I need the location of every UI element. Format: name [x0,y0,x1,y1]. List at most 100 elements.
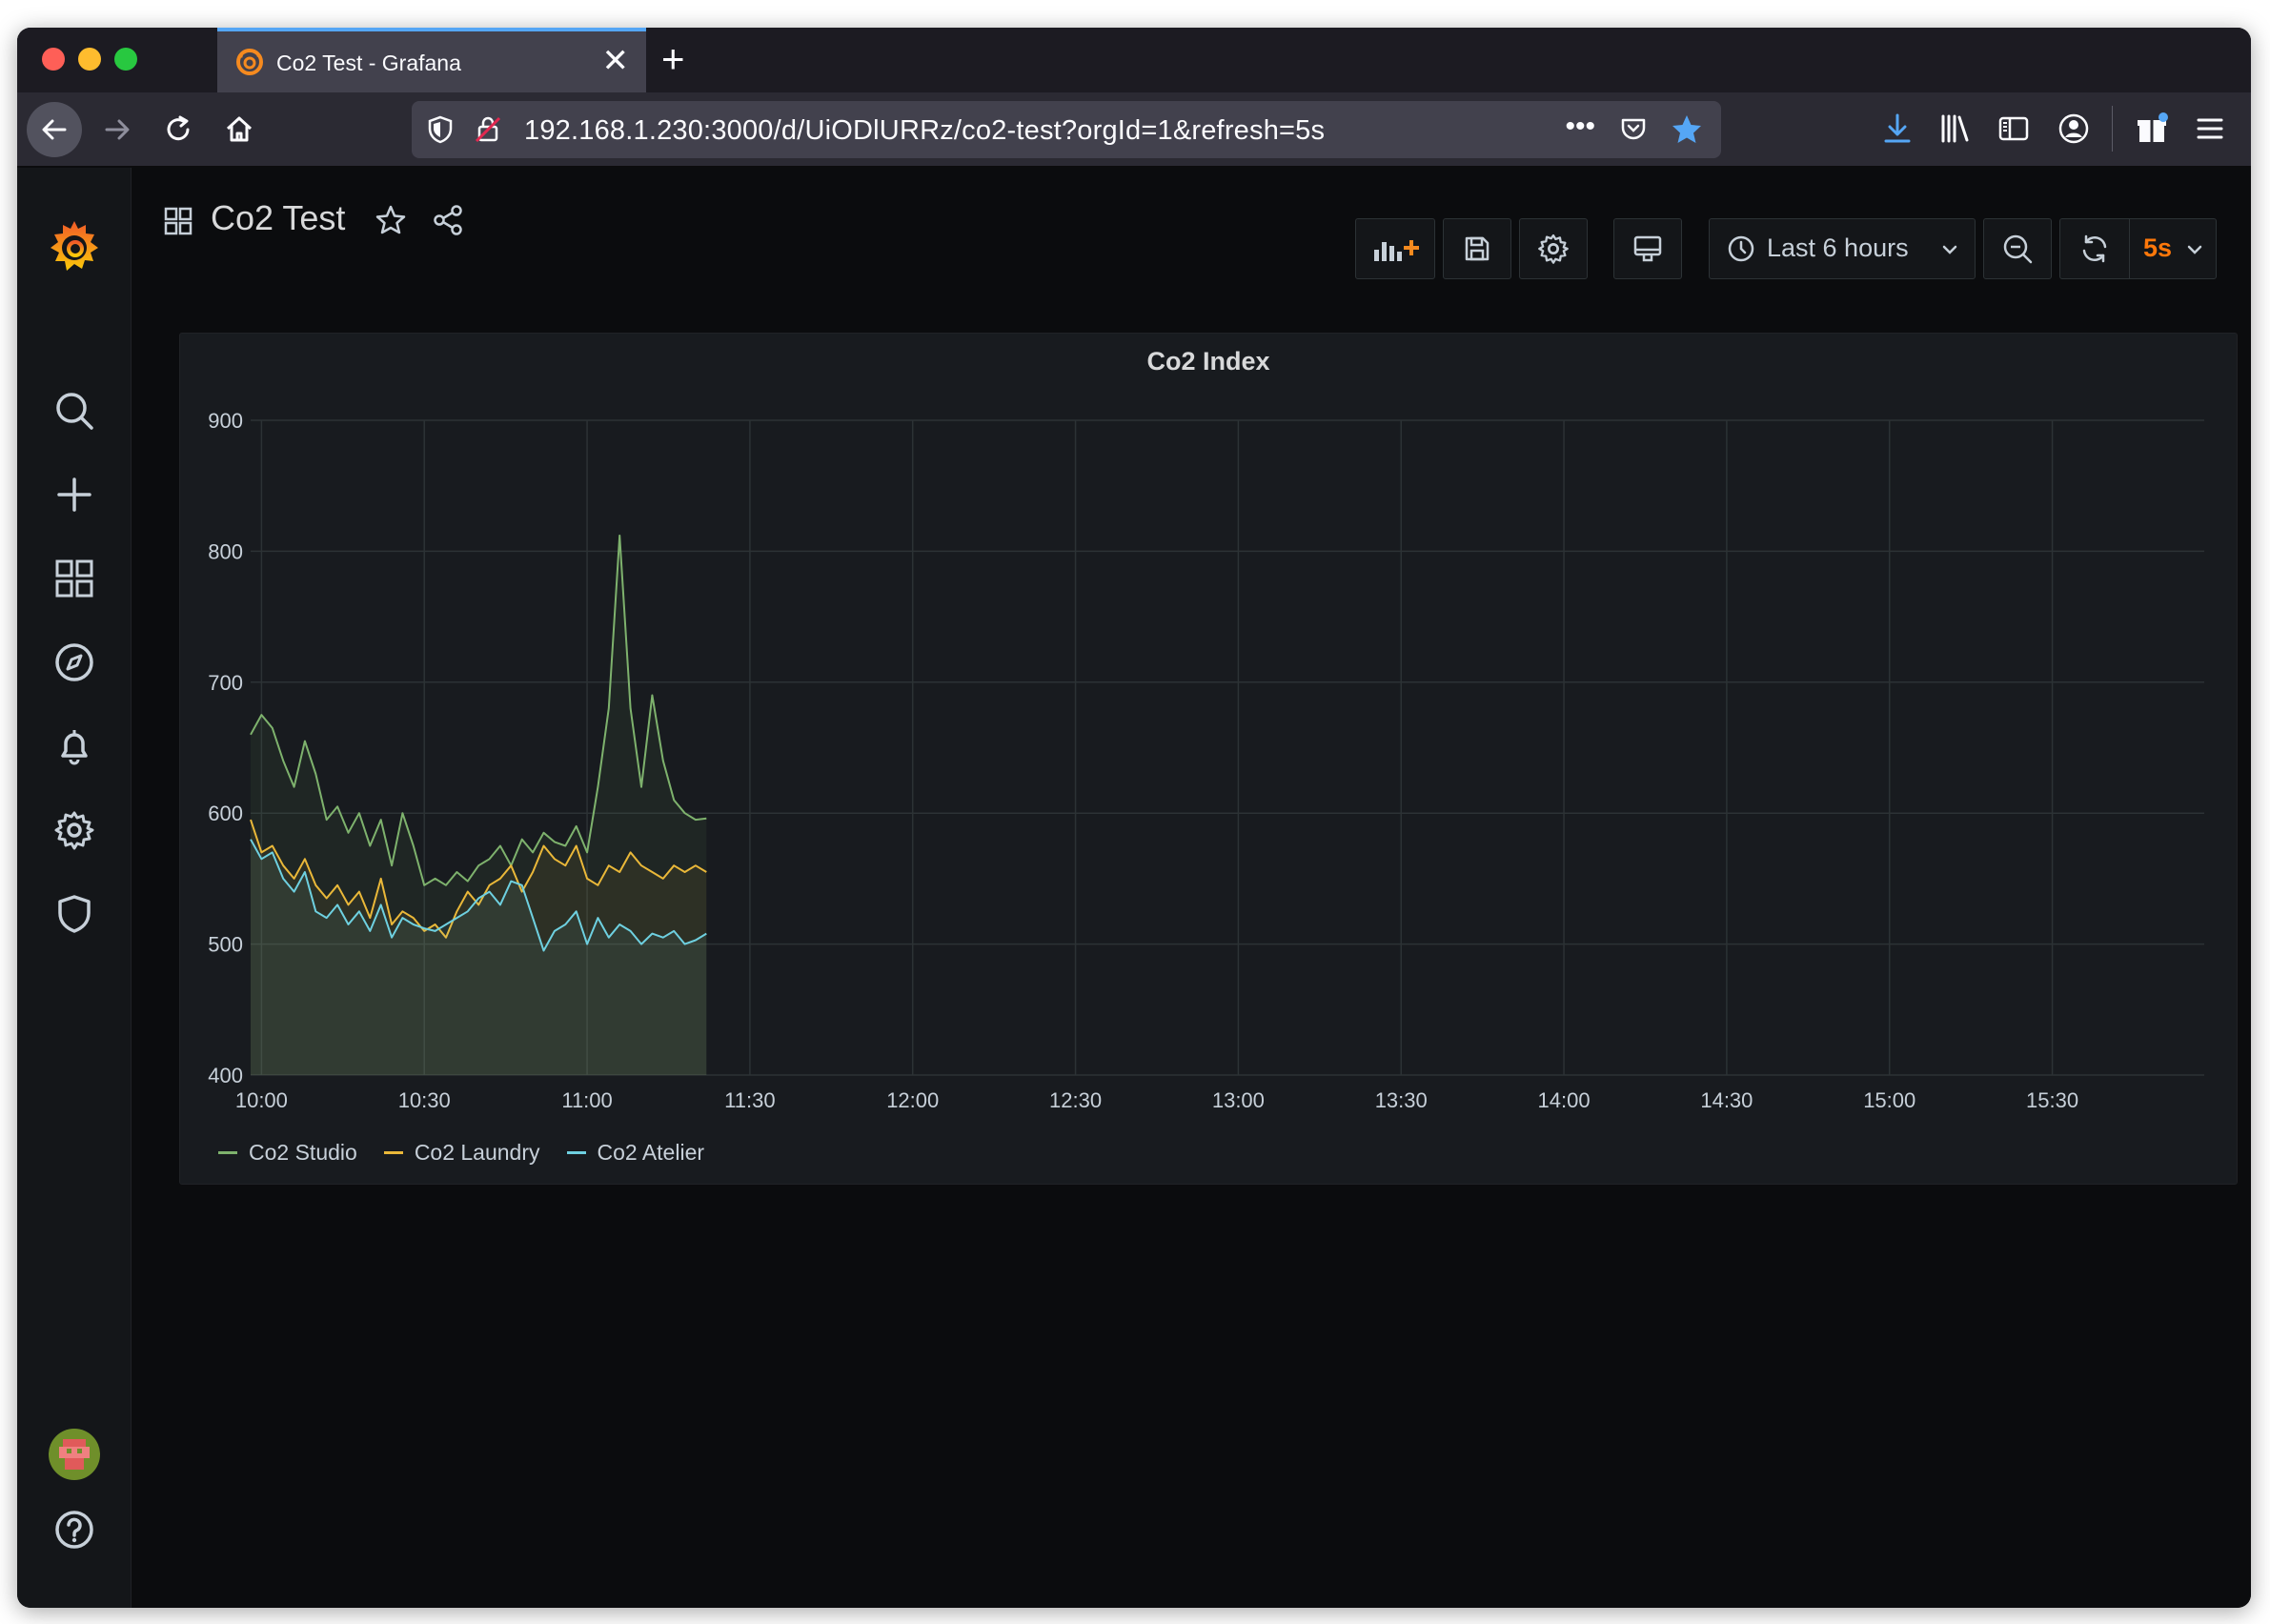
sidebar-icon[interactable] [1996,112,2031,146]
series-line-co2-atelier[interactable] [250,839,707,952]
legend-label: Co2 Laundry [414,1140,540,1165]
back-button[interactable] [27,102,82,157]
bookmark-star-icon[interactable] [1670,112,1704,147]
forward-button[interactable] [90,102,145,157]
series-line-co2-studio[interactable] [250,534,707,886]
alerting-icon[interactable] [53,725,95,767]
x-tick-label: 15:30 [2026,1088,2078,1112]
help-icon[interactable] [53,1509,95,1551]
dashboards-icon[interactable] [53,558,95,599]
arrow-left-icon [42,119,67,140]
refresh-interval-label: 5s [2143,233,2173,262]
zoom-out-button[interactable] [1983,218,2052,279]
server-admin-icon[interactable] [53,893,95,935]
reload-icon [167,115,190,141]
time-range-label: Last 6 hours [1767,233,1909,262]
y-tick-label: 500 [208,933,243,957]
toolbar-separator [2112,106,2113,152]
x-tick-label: 13:00 [1212,1088,1265,1112]
insecure-lock-icon[interactable] [473,114,503,145]
window-close-button[interactable] [42,48,65,71]
arrow-right-icon [105,119,130,140]
library-icon[interactable] [1937,112,1972,146]
x-tick-label: 10:30 [398,1088,451,1112]
x-tick-label: 15:00 [1863,1088,1915,1112]
legend-item[interactable]: Co2 Studio [218,1140,357,1166]
co2-index-chart[interactable]: 400 500 600 700 800 900 10:00 10:30 11:00 11:30 12… [180,334,2239,1186]
home-button[interactable] [212,102,267,157]
refresh-button[interactable] [2059,218,2130,279]
tab-strip: Co2 Test - Grafana ✕ + [17,28,2251,92]
x-tick-label: 14:30 [1700,1088,1753,1112]
tab-title: Co2 Test - Grafana [276,51,461,75]
dashboard-main: Co2 Test Last 6 hours [132,168,2251,1608]
new-tab-button[interactable]: + [661,36,685,81]
share-icon[interactable] [432,204,464,236]
legend-swatch [218,1151,237,1154]
plus-icon[interactable] [53,474,95,516]
legend-swatch [566,1151,586,1154]
y-tick-label: 900 [208,409,243,433]
legend-item[interactable]: Co2 Atelier [566,1140,705,1166]
x-tick-label: 14:00 [1538,1088,1591,1112]
legend-label: Co2 Atelier [597,1140,705,1165]
y-tick-label: 400 [208,1064,243,1087]
grafana-logo-icon[interactable] [46,217,103,278]
window-minimize-button[interactable] [78,48,101,71]
menu-hamburger-icon[interactable] [2194,112,2226,146]
navigation-toolbar: 192.168.1.230:3000/d/UiODlURRz/co2-test?… [17,92,2251,167]
account-icon[interactable] [2057,112,2091,146]
url-bar[interactable]: 192.168.1.230:3000/d/UiODlURRz/co2-test?… [412,101,1721,158]
refresh-interval-picker[interactable]: 5s [2129,218,2217,279]
chart-legend: Co2 Studio Co2 Laundry Co2 Atelier [218,1140,704,1166]
browser-window: Co2 Test - Grafana ✕ + 192.168.1.230:300… [17,28,2251,1608]
dashboard-settings-button[interactable] [1519,218,1588,279]
downloads-icon[interactable] [1880,112,1915,146]
dashboard-grid-icon[interactable] [163,206,193,236]
x-tick-label: 11:00 [561,1088,612,1112]
x-tick-label: 11:30 [724,1088,775,1112]
tab-close-icon[interactable]: ✕ [601,43,630,79]
user-avatar[interactable] [48,1428,101,1481]
home-icon [226,116,253,142]
monitor-icon [1633,235,1662,262]
explore-icon[interactable] [53,641,95,683]
search-icon[interactable] [53,390,95,432]
window-maximize-button[interactable] [114,48,137,71]
dashboard-navbar: Co2 Test Last 6 hours [132,168,2251,279]
legend-item[interactable]: Co2 Laundry [383,1140,540,1166]
series-line-co2-laundry[interactable] [250,819,707,939]
sync-icon [2082,234,2107,263]
tracking-shield-icon[interactable] [425,114,456,145]
graph-panel[interactable]: Co2 Index 400 500 600 700 800 900 10:00 10:30 11… [179,333,2238,1185]
chevron-down-icon [1942,245,1957,254]
x-tick-label: 12:30 [1049,1088,1102,1112]
dashboard-title[interactable]: Co2 Test [211,198,346,237]
y-tick-label: 600 [208,802,243,825]
y-tick-label: 700 [208,671,243,695]
y-tick-label: 800 [208,539,243,563]
legend-swatch [383,1151,403,1154]
cycle-view-mode-button[interactable] [1613,218,1682,279]
add-panel-icon [1374,240,1419,261]
series-area-2 [251,839,707,1075]
reload-button[interactable] [151,102,206,157]
configuration-icon[interactable] [53,809,95,851]
save-dashboard-button[interactable] [1443,218,1511,279]
x-tick-label: 13:30 [1375,1088,1428,1112]
time-range-picker[interactable]: Last 6 hours [1709,218,1976,279]
save-icon [1465,236,1490,261]
grafana-favicon-icon [236,49,263,75]
panel-title[interactable]: Co2 Index [1146,347,1270,376]
add-panel-button[interactable] [1355,218,1435,279]
browser-tab-active[interactable]: Co2 Test - Grafana ✕ [217,28,646,92]
extensions-gift-icon[interactable] [2135,112,2169,146]
page-actions-more-icon[interactable]: ••• [1565,111,1595,142]
chevron-down-icon [2187,245,2202,254]
url-text[interactable]: 192.168.1.230:3000/d/UiODlURRz/co2-test?… [524,115,1326,146]
gear-icon [1538,233,1569,264]
pocket-icon[interactable] [1618,114,1649,145]
zoom-out-icon [2003,234,2033,264]
legend-label: Co2 Studio [249,1140,357,1165]
favorite-star-icon[interactable] [375,204,407,236]
